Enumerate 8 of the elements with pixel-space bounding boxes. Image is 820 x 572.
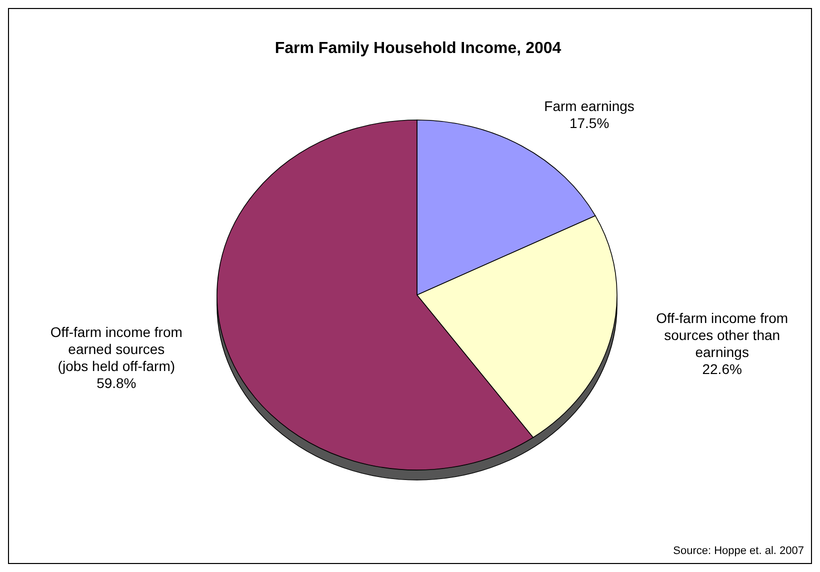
slice-label: Farm earnings — [544, 98, 634, 114]
source-note: Source: Hoppe et. al. 2007 — [673, 545, 804, 557]
slice-label: Off-farm income from earned sources (jobs held off-farm) — [50, 324, 182, 374]
data-label: 17.5% — [569, 115, 610, 132]
slice-label: Off-farm income from sources other than earnings — [656, 310, 788, 360]
chart-title: Farm Family Household Income, 2004 — [274, 40, 562, 57]
data-label: 59.8% — [96, 375, 136, 392]
data-label: 22.6% — [702, 361, 742, 378]
